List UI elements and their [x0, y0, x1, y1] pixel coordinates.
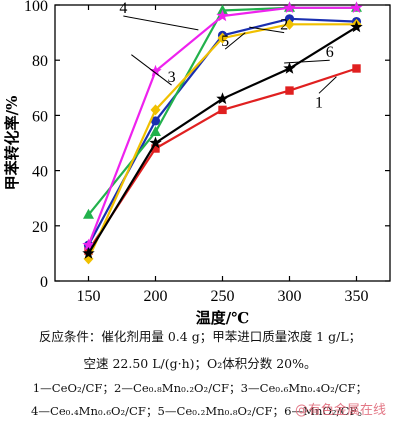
callout-leader: [249, 26, 285, 34]
y-tick-label: 100: [24, 0, 48, 15]
series-6: [82, 20, 363, 259]
data-point: [216, 9, 229, 22]
data-point: [82, 238, 95, 251]
callout-leader: [284, 59, 330, 64]
caption-conditions-line-2: 空速 22.50 L/(g·h)；O₂体积分数 20%。: [83, 356, 317, 371]
data-point: [150, 116, 161, 126]
data-point: [82, 246, 95, 259]
series-label: 6: [326, 44, 334, 61]
conversion-chart: 0 20 40 60 80 100 150 200 250 300 350 温度/℃ 甲苯转化率/% 1 2…: [3, 0, 391, 325]
data-point: [216, 92, 229, 105]
x-tick-label: 300: [278, 288, 302, 305]
series-label: 2: [280, 17, 288, 34]
callout-leader: [131, 54, 172, 86]
series-label: 3: [168, 69, 176, 86]
callout-leader: [123, 15, 199, 31]
x-tick-label: 150: [77, 288, 101, 305]
series-label: 5: [221, 33, 229, 50]
data-point: [151, 144, 160, 153]
data-point: [285, 86, 294, 95]
series-label: 4: [119, 0, 127, 17]
data-point: [217, 32, 228, 44]
data-point: [83, 208, 94, 219]
data-point: [350, 20, 363, 33]
series-5: [83, 18, 362, 265]
x-tick-label: 250: [211, 288, 235, 305]
caption-conditions-line-1: 反应条件：催化剂用量 0.4 g；甲苯进口质量浓度 1 g/L；: [38, 329, 362, 344]
y-tick-label: 80: [32, 53, 48, 70]
x-axis-label: 温度/℃: [196, 309, 249, 325]
y-tick-label: 40: [32, 164, 48, 181]
data-point: [352, 64, 361, 73]
y-tick-label: 20: [32, 219, 48, 236]
data-point: [284, 18, 295, 30]
series-label: 1: [315, 94, 323, 111]
data-point: [350, 1, 363, 13]
data-point: [283, 62, 296, 74]
data-point: [149, 64, 162, 77]
series-4: [82, 1, 363, 251]
data-point: [284, 14, 295, 24]
watermark: @有色金属在线: [294, 403, 386, 418]
caption-legend-line-1: 1—CeO₂/CF；2—Ce₀.₈Mn₀.₂O₂/CF；3—Ce₀.₆Mn₀.₄…: [32, 381, 368, 395]
y-tick-label: 60: [32, 108, 48, 125]
callout-leader: [318, 76, 337, 94]
caption-legend-line-2: 4—Ce₀.₄Mn₀.₆O₂/CF；5—Ce₀.₂Mn₀.₈O₂/CF；6—Mn…: [30, 404, 369, 418]
data-point: [149, 136, 162, 149]
x-tick-label: 350: [345, 288, 369, 305]
y-tick-label: 0: [40, 274, 48, 291]
x-tick-label: 200: [144, 288, 168, 305]
data-point: [283, 1, 296, 13]
y-axis-label: 甲苯转化率/%: [3, 96, 21, 191]
data-point: [150, 125, 161, 136]
callout-leader: [224, 32, 246, 50]
data-point: [150, 104, 161, 116]
data-point: [218, 105, 227, 115]
